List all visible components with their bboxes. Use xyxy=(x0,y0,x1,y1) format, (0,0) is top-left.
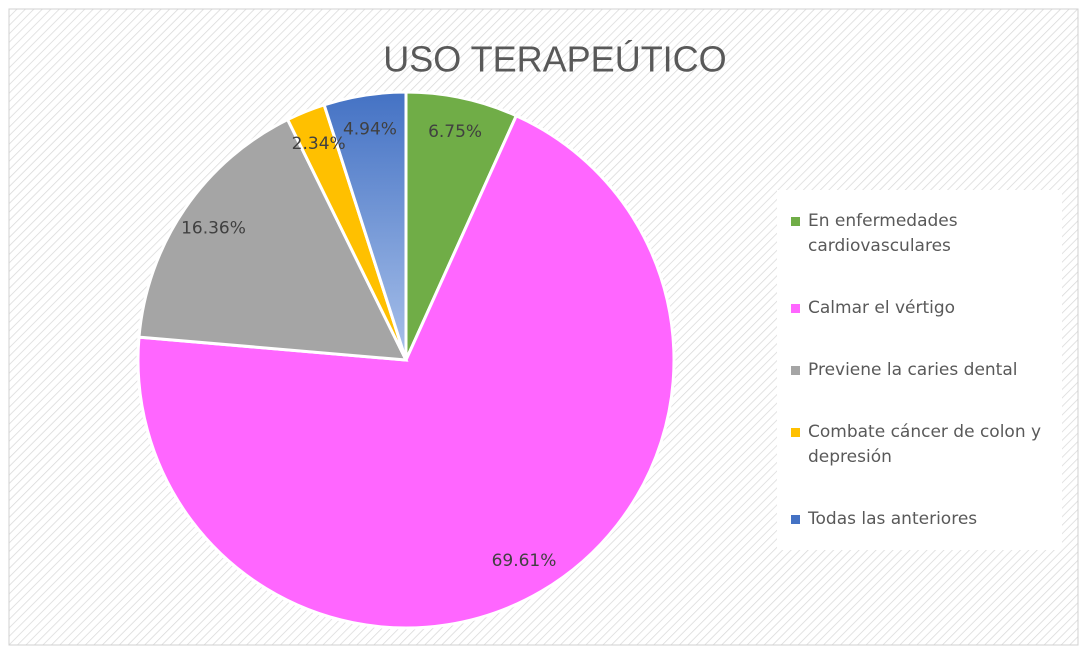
legend-swatch xyxy=(791,427,800,437)
data-label: 69.61% xyxy=(492,551,557,571)
pie-slice xyxy=(136,113,676,630)
legend-label: En enfermedades cardiovasculares xyxy=(808,210,958,256)
legend-item: Combate cáncer de colon y depresión xyxy=(791,420,1062,470)
legend: En enfermedades cardiovasculares Calmar e… xyxy=(777,190,1062,550)
data-label: 4.94% xyxy=(343,120,397,140)
legend-swatch xyxy=(791,303,800,313)
data-label: 2.34% xyxy=(292,134,346,154)
legend-label: Calmar el vértigo xyxy=(808,297,956,318)
legend-swatch xyxy=(791,216,800,226)
legend-item: En enfermedades cardiovasculares xyxy=(791,209,1062,259)
legend-swatch xyxy=(791,514,800,524)
legend-item: Todas las anteriores xyxy=(791,507,1062,532)
data-label: 16.36% xyxy=(181,218,246,238)
legend-item: Calmar el vértigo xyxy=(791,296,1062,321)
pie-slice xyxy=(322,90,408,361)
pie-slice xyxy=(404,90,519,361)
legend-swatch xyxy=(791,365,800,375)
data-label: 6.75% xyxy=(428,122,482,142)
legend-label: Combate cáncer de colon y depresión xyxy=(808,421,1042,467)
legend-label: Todas las anteriores xyxy=(808,508,978,529)
legend-label: Previene la caries dental xyxy=(808,359,1018,380)
legend-item: Previene la caries dental xyxy=(791,358,1062,383)
pie-slice xyxy=(137,117,409,362)
chart-title: USO TERAPEÚTICO xyxy=(383,39,726,80)
